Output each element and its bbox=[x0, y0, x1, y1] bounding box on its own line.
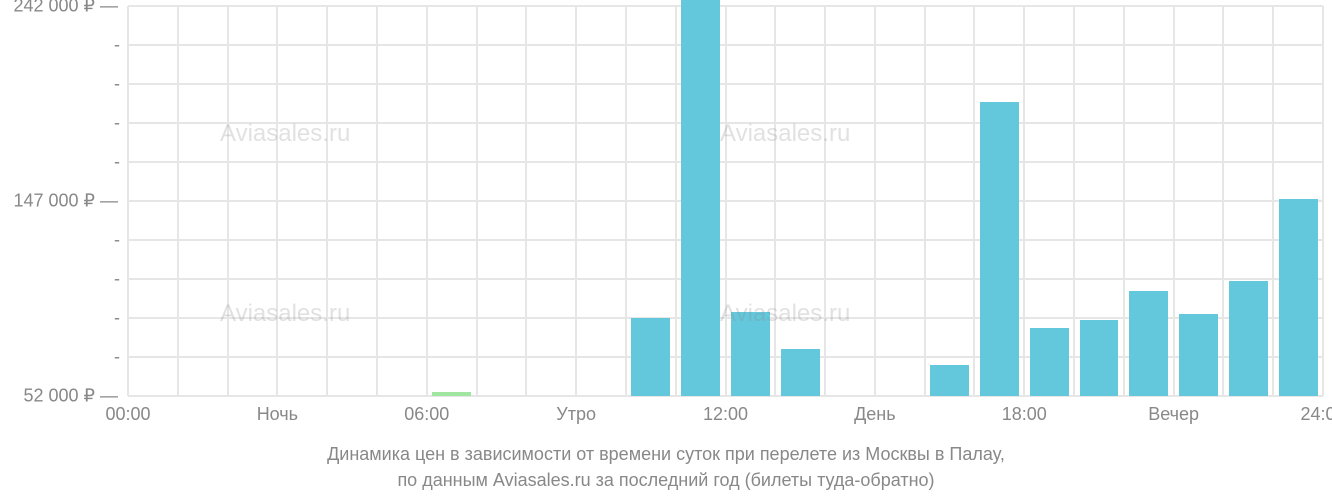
gridline-v bbox=[924, 6, 926, 396]
gridline-v bbox=[1023, 6, 1025, 396]
gridline-v bbox=[824, 6, 826, 396]
gridline-v bbox=[326, 6, 328, 396]
bar-hour-6 bbox=[432, 392, 471, 396]
gridline-v bbox=[575, 6, 577, 396]
gridline-v bbox=[973, 6, 975, 396]
x-segment-label: День bbox=[854, 404, 896, 425]
y-tick-dash: - bbox=[114, 230, 120, 251]
gridline-v bbox=[376, 6, 378, 396]
y-tick-label: 52 000 ₽ — bbox=[23, 386, 118, 407]
gridline-v bbox=[874, 6, 876, 396]
bar-hour-13 bbox=[781, 349, 820, 396]
gridline-v bbox=[1123, 6, 1125, 396]
x-segment-label: Утро bbox=[556, 404, 596, 425]
bar-hour-10 bbox=[631, 318, 670, 396]
bar-hour-12 bbox=[731, 312, 770, 396]
gridline-v bbox=[127, 6, 129, 396]
y-tick-dash: - bbox=[114, 74, 120, 95]
price-by-hour-chart: 52 000 ₽ — 147 000 ₽ — 242 000 ₽ — - - - - - - - -… bbox=[0, 0, 1332, 502]
y-tick-dash: - bbox=[114, 269, 120, 290]
gridline-v bbox=[625, 6, 627, 396]
bar-hour-16 bbox=[930, 365, 969, 396]
gridline-v bbox=[1073, 6, 1075, 396]
gridline-v bbox=[1222, 6, 1224, 396]
y-tick-dash: - bbox=[114, 308, 120, 329]
caption-line-1: Динамика цен в зависимости от времени су… bbox=[0, 444, 1332, 465]
x-segment-label: Вечер bbox=[1148, 404, 1199, 425]
bar-hour-18 bbox=[1030, 328, 1069, 396]
y-tick-label: 147 000 ₽ — bbox=[13, 191, 118, 212]
y-tick-label: 242 000 ₽ — bbox=[13, 0, 118, 17]
gridline-v bbox=[227, 6, 229, 396]
x-time-label: 12:00 bbox=[703, 404, 748, 425]
y-tick-dash: - bbox=[114, 35, 120, 56]
bar-hour-19 bbox=[1080, 320, 1119, 396]
x-time-label: 18:00 bbox=[1002, 404, 1047, 425]
x-time-label: 00:00 bbox=[105, 404, 150, 425]
y-tick-dash: - bbox=[114, 152, 120, 173]
gridline-v bbox=[1272, 6, 1274, 396]
y-tick-dash: - bbox=[114, 347, 120, 368]
caption-line-2: по данным Aviasales.ru за последний год … bbox=[0, 470, 1332, 491]
y-tick-dash: - bbox=[114, 113, 120, 134]
gridline-v bbox=[525, 6, 527, 396]
bar-hour-20 bbox=[1129, 291, 1168, 396]
x-time-label: 06:00 bbox=[404, 404, 449, 425]
bar-hour-11 bbox=[681, 0, 720, 396]
x-segment-label: Ночь bbox=[257, 404, 298, 425]
bar-hour-22 bbox=[1229, 281, 1268, 396]
gridline-v bbox=[476, 6, 478, 396]
gridline-v bbox=[1322, 6, 1324, 396]
plot-area bbox=[128, 6, 1323, 396]
gridline-v bbox=[774, 6, 776, 396]
gridline-v bbox=[675, 6, 677, 396]
bar-hour-17 bbox=[980, 102, 1019, 396]
bar-hour-21 bbox=[1179, 314, 1218, 396]
gridline-v bbox=[1173, 6, 1175, 396]
bar-hour-23 bbox=[1279, 199, 1318, 396]
gridline-v bbox=[426, 6, 428, 396]
gridline-v bbox=[725, 6, 727, 396]
gridline-v bbox=[276, 6, 278, 396]
x-time-label: 24:00 bbox=[1300, 404, 1332, 425]
gridline-v bbox=[177, 6, 179, 396]
